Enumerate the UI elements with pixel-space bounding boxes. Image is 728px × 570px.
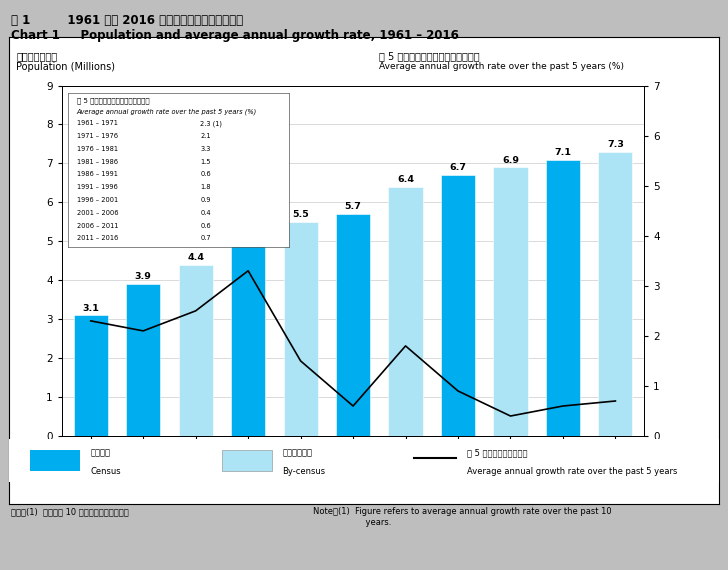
Text: 3.1: 3.1 (82, 304, 99, 312)
Text: 6.9: 6.9 (502, 156, 519, 165)
Text: 4.4: 4.4 (187, 253, 204, 262)
Text: 註釋：(1)  數字指前 10 年內平均每年增長率。: 註釋：(1) 數字指前 10 年內平均每年增長率。 (11, 507, 129, 516)
Bar (74, 315, 108, 436)
Text: 前 5 年內平均每年增長率（百分率）: 前 5 年內平均每年增長率（百分率） (379, 51, 479, 62)
Bar (284, 222, 317, 436)
Bar (30, 450, 80, 471)
Bar (126, 284, 160, 436)
Text: 5.7: 5.7 (344, 202, 362, 211)
Text: 中期人口統計: 中期人口統計 (282, 448, 312, 457)
Text: Average annual growth rate over the past 5 years: Average annual growth rate over the past… (467, 467, 677, 476)
Text: 前 5 年內平均每年增長率: 前 5 年內平均每年增長率 (467, 448, 528, 457)
Text: 人口普查: 人口普查 (90, 448, 111, 457)
Text: Population (Millions): Population (Millions) (16, 62, 115, 72)
Text: 5.5: 5.5 (292, 210, 309, 219)
Text: By-census: By-census (282, 467, 325, 476)
Text: Note：(1)  Figure refers to average annual growth rate over the past 10
         : Note：(1) Figure refers to average annual… (313, 507, 612, 527)
Bar (494, 168, 528, 436)
Text: 3.9: 3.9 (135, 272, 151, 282)
Text: 7.3: 7.3 (607, 140, 624, 149)
Bar (231, 238, 265, 436)
Text: 人口（百萬人）: 人口（百萬人） (16, 51, 57, 62)
Bar (546, 160, 580, 436)
Bar (598, 152, 633, 436)
Text: 6.4: 6.4 (397, 175, 414, 184)
Text: 7.1: 7.1 (555, 148, 571, 157)
Text: Chart 1     Population and average annual growth rate, 1961 – 2016: Chart 1 Population and average annual gr… (11, 28, 459, 42)
Text: Average annual growth rate over the past 5 years (%): Average annual growth rate over the past… (379, 62, 624, 71)
Text: Census: Census (90, 467, 121, 476)
Text: 6.7: 6.7 (449, 164, 467, 172)
Text: 5.1: 5.1 (240, 226, 256, 235)
Bar (389, 187, 422, 436)
Bar (336, 214, 370, 436)
Bar (178, 264, 213, 436)
Bar (441, 175, 475, 436)
Bar (222, 450, 272, 471)
Text: 圖 1         1961 年至 2016 年的人口及平均每年增長率: 圖 1 1961 年至 2016 年的人口及平均每年增長率 (11, 14, 243, 27)
